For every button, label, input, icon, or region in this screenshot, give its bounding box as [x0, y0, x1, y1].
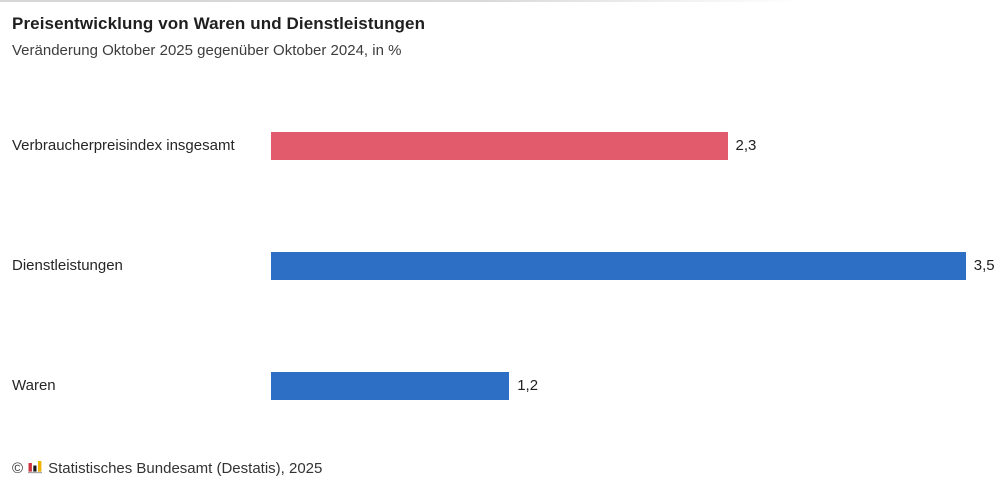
- value-label: 3,5: [973, 257, 995, 274]
- value-label: 2,3: [735, 137, 757, 154]
- destatis-bar-chart-icon: [28, 459, 43, 478]
- top-divider: [0, 0, 1000, 2]
- chart-row: Dienstleistungen 3,5: [0, 252, 1000, 280]
- copyright-symbol: ©: [12, 460, 24, 477]
- source-text: Statistisches Bundesamt (Destatis), 2025: [48, 460, 323, 477]
- bar: [271, 132, 728, 160]
- chart-row: Verbraucherpreisindex insgesamt 2,3: [0, 132, 1000, 160]
- chart-header: Preisentwicklung von Waren und Dienstlei…: [12, 13, 425, 60]
- value-label: 1,2: [517, 377, 539, 394]
- chart-title: Preisentwicklung von Waren und Dienstlei…: [12, 14, 426, 33]
- chart-row: Waren 1,2: [0, 372, 1000, 400]
- category-label: Waren: [12, 377, 56, 394]
- bar-chart: Verbraucherpreisindex insgesamt 2,3 Dien…: [0, 132, 1000, 400]
- bar: [271, 372, 510, 400]
- chart-subtitle: Veränderung Oktober 2025 gegenüber Oktob…: [12, 42, 402, 59]
- source-note: © Statistisches Bundesamt (Destatis), 20…: [12, 459, 322, 478]
- bar: [271, 252, 966, 280]
- category-label: Dienstleistungen: [12, 257, 123, 274]
- category-label: Verbraucherpreisindex insgesamt: [12, 137, 235, 154]
